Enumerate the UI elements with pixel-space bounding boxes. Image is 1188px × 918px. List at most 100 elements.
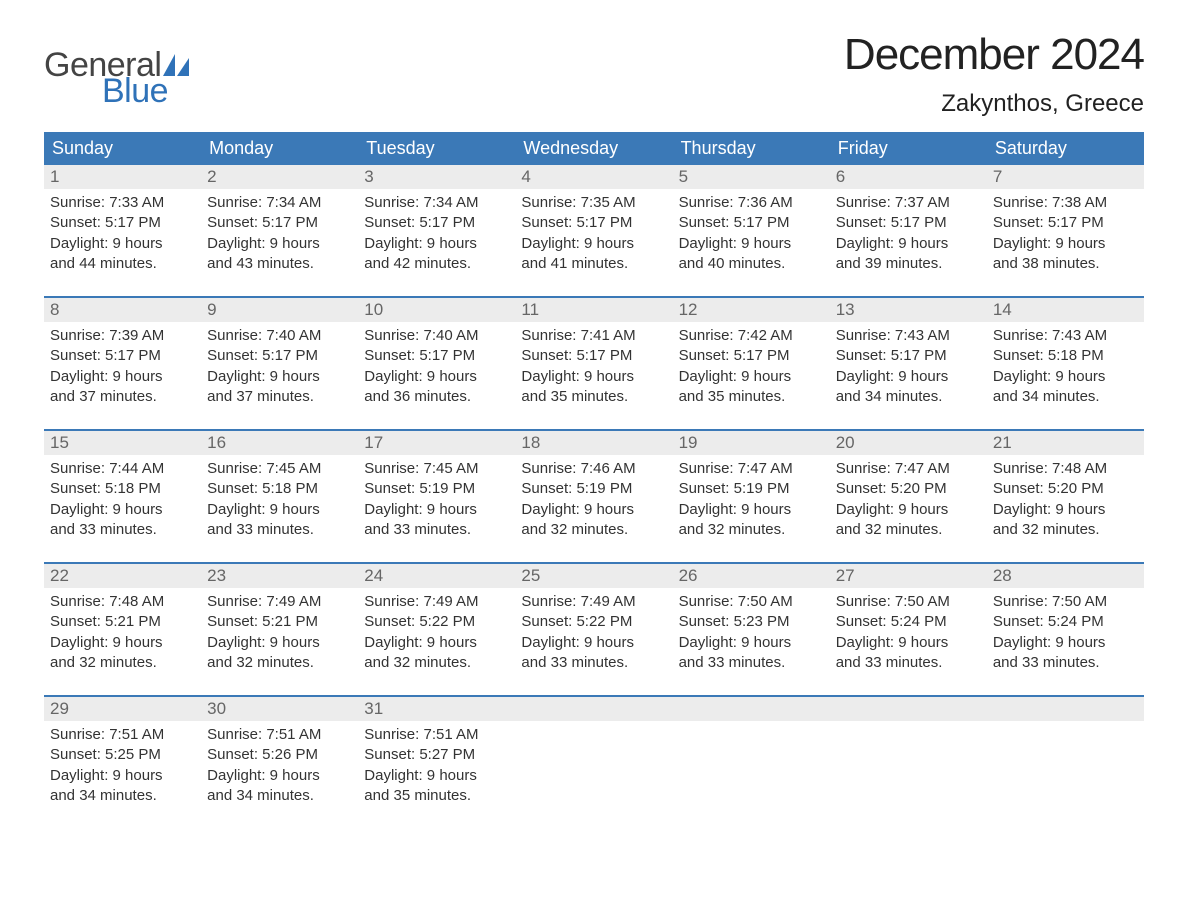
- daylight-text-2: and 42 minutes.: [364, 254, 509, 274]
- day-cell: [515, 721, 672, 810]
- day-number: 18: [515, 431, 672, 455]
- sunrise-text: Sunrise: 7:51 AM: [364, 725, 509, 745]
- day-number: [830, 697, 987, 721]
- sunset-text: Sunset: 5:24 PM: [836, 612, 981, 632]
- sunset-text: Sunset: 5:26 PM: [207, 745, 352, 765]
- sunrise-text: Sunrise: 7:36 AM: [679, 193, 824, 213]
- daylight-text-1: Daylight: 9 hours: [364, 367, 509, 387]
- daylight-text-2: and 34 minutes.: [993, 387, 1138, 407]
- day-number: 26: [673, 564, 830, 588]
- daylight-text-1: Daylight: 9 hours: [679, 500, 824, 520]
- sunset-text: Sunset: 5:21 PM: [50, 612, 195, 632]
- sunrise-text: Sunrise: 7:51 AM: [207, 725, 352, 745]
- sunrise-text: Sunrise: 7:42 AM: [679, 326, 824, 346]
- sunset-text: Sunset: 5:19 PM: [364, 479, 509, 499]
- sunrise-text: Sunrise: 7:38 AM: [993, 193, 1138, 213]
- sunset-text: Sunset: 5:17 PM: [364, 346, 509, 366]
- daylight-text-1: Daylight: 9 hours: [836, 500, 981, 520]
- daylight-text-2: and 34 minutes.: [50, 786, 195, 806]
- day-number: 27: [830, 564, 987, 588]
- day-number: 24: [358, 564, 515, 588]
- day-number: 8: [44, 298, 201, 322]
- daylight-text-2: and 32 minutes.: [207, 653, 352, 673]
- weekday-header: Saturday: [987, 132, 1144, 165]
- day-cell: Sunrise: 7:43 AMSunset: 5:18 PMDaylight:…: [987, 322, 1144, 411]
- daylight-text-2: and 33 minutes.: [207, 520, 352, 540]
- daylight-text-1: Daylight: 9 hours: [679, 234, 824, 254]
- day-number: 15: [44, 431, 201, 455]
- sunrise-text: Sunrise: 7:40 AM: [207, 326, 352, 346]
- sunrise-text: Sunrise: 7:43 AM: [836, 326, 981, 346]
- day-cell: Sunrise: 7:33 AMSunset: 5:17 PMDaylight:…: [44, 189, 201, 278]
- daylight-text-1: Daylight: 9 hours: [207, 766, 352, 786]
- daylight-text-2: and 33 minutes.: [836, 653, 981, 673]
- sunrise-text: Sunrise: 7:44 AM: [50, 459, 195, 479]
- sunset-text: Sunset: 5:17 PM: [993, 213, 1138, 233]
- day-number: 25: [515, 564, 672, 588]
- day-cell: Sunrise: 7:45 AMSunset: 5:18 PMDaylight:…: [201, 455, 358, 544]
- daylight-text-1: Daylight: 9 hours: [364, 500, 509, 520]
- day-cell: Sunrise: 7:42 AMSunset: 5:17 PMDaylight:…: [673, 322, 830, 411]
- weekday-header-row: Sunday Monday Tuesday Wednesday Thursday…: [44, 132, 1144, 165]
- weekday-header: Tuesday: [358, 132, 515, 165]
- sunset-text: Sunset: 5:17 PM: [207, 213, 352, 233]
- daylight-text-2: and 34 minutes.: [836, 387, 981, 407]
- sunset-text: Sunset: 5:22 PM: [521, 612, 666, 632]
- sunset-text: Sunset: 5:19 PM: [521, 479, 666, 499]
- daylight-text-2: and 32 minutes.: [364, 653, 509, 673]
- daylight-text-2: and 39 minutes.: [836, 254, 981, 274]
- sunrise-text: Sunrise: 7:43 AM: [993, 326, 1138, 346]
- sunrise-text: Sunrise: 7:50 AM: [679, 592, 824, 612]
- day-cell: [830, 721, 987, 810]
- sunrise-text: Sunrise: 7:47 AM: [679, 459, 824, 479]
- day-cell: Sunrise: 7:51 AMSunset: 5:26 PMDaylight:…: [201, 721, 358, 810]
- daylight-text-1: Daylight: 9 hours: [207, 367, 352, 387]
- day-number: [515, 697, 672, 721]
- day-cell: Sunrise: 7:49 AMSunset: 5:22 PMDaylight:…: [358, 588, 515, 677]
- sunset-text: Sunset: 5:17 PM: [679, 346, 824, 366]
- daylight-text-1: Daylight: 9 hours: [50, 367, 195, 387]
- day-cell: Sunrise: 7:34 AMSunset: 5:17 PMDaylight:…: [358, 189, 515, 278]
- sunrise-text: Sunrise: 7:45 AM: [364, 459, 509, 479]
- day-cell: Sunrise: 7:48 AMSunset: 5:20 PMDaylight:…: [987, 455, 1144, 544]
- day-cell: Sunrise: 7:41 AMSunset: 5:17 PMDaylight:…: [515, 322, 672, 411]
- daylight-text-1: Daylight: 9 hours: [50, 766, 195, 786]
- sunrise-text: Sunrise: 7:40 AM: [364, 326, 509, 346]
- sunrise-text: Sunrise: 7:49 AM: [364, 592, 509, 612]
- day-cell: Sunrise: 7:43 AMSunset: 5:17 PMDaylight:…: [830, 322, 987, 411]
- logo: General Blue: [44, 48, 189, 108]
- daylight-text-2: and 35 minutes.: [364, 786, 509, 806]
- day-number: 11: [515, 298, 672, 322]
- sunrise-text: Sunrise: 7:48 AM: [50, 592, 195, 612]
- daylight-text-2: and 38 minutes.: [993, 254, 1138, 274]
- sunset-text: Sunset: 5:20 PM: [836, 479, 981, 499]
- daylight-text-2: and 35 minutes.: [679, 387, 824, 407]
- day-number: 17: [358, 431, 515, 455]
- day-cell: Sunrise: 7:34 AMSunset: 5:17 PMDaylight:…: [201, 189, 358, 278]
- daylight-text-2: and 33 minutes.: [50, 520, 195, 540]
- day-cell: Sunrise: 7:50 AMSunset: 5:24 PMDaylight:…: [830, 588, 987, 677]
- sunset-text: Sunset: 5:17 PM: [836, 346, 981, 366]
- weekday-header: Wednesday: [515, 132, 672, 165]
- day-cell: Sunrise: 7:48 AMSunset: 5:21 PMDaylight:…: [44, 588, 201, 677]
- day-data-row: Sunrise: 7:39 AMSunset: 5:17 PMDaylight:…: [44, 322, 1144, 411]
- sunset-text: Sunset: 5:17 PM: [207, 346, 352, 366]
- daylight-text-1: Daylight: 9 hours: [679, 367, 824, 387]
- sunset-text: Sunset: 5:18 PM: [207, 479, 352, 499]
- daylight-text-2: and 36 minutes.: [364, 387, 509, 407]
- sunrise-text: Sunrise: 7:49 AM: [521, 592, 666, 612]
- sunset-text: Sunset: 5:24 PM: [993, 612, 1138, 632]
- day-number: 30: [201, 697, 358, 721]
- sunrise-text: Sunrise: 7:46 AM: [521, 459, 666, 479]
- weeks-container: 1234567Sunrise: 7:33 AMSunset: 5:17 PMDa…: [44, 165, 1144, 810]
- day-cell: Sunrise: 7:46 AMSunset: 5:19 PMDaylight:…: [515, 455, 672, 544]
- daylight-text-2: and 33 minutes.: [679, 653, 824, 673]
- daylight-text-2: and 32 minutes.: [50, 653, 195, 673]
- sunrise-text: Sunrise: 7:34 AM: [207, 193, 352, 213]
- day-number: 20: [830, 431, 987, 455]
- daylight-text-2: and 37 minutes.: [207, 387, 352, 407]
- day-cell: Sunrise: 7:37 AMSunset: 5:17 PMDaylight:…: [830, 189, 987, 278]
- page-header: General Blue December 2024 Zakynthos, Gr…: [44, 30, 1144, 126]
- day-cell: [987, 721, 1144, 810]
- day-data-row: Sunrise: 7:33 AMSunset: 5:17 PMDaylight:…: [44, 189, 1144, 278]
